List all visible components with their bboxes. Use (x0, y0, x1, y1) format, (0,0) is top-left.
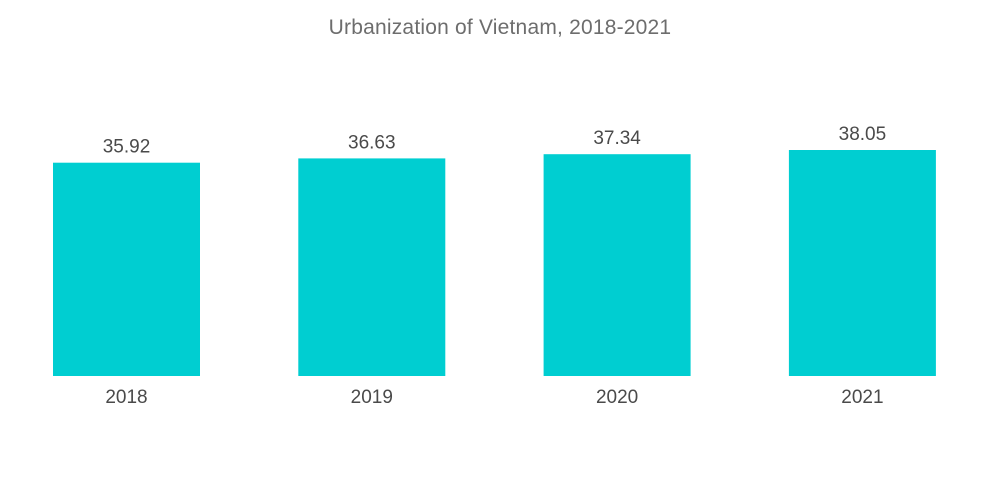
bar-2020 (543, 154, 691, 376)
x-tick-label-2019: 2019 (351, 387, 393, 408)
value-label-2021: 38.05 (839, 124, 887, 145)
bar-2021 (788, 150, 936, 376)
x-tick-label-2018: 2018 (105, 387, 147, 408)
bars-group (53, 150, 936, 376)
value-label-2018: 35.92 (103, 137, 151, 158)
x-tick-label-2021: 2021 (841, 387, 883, 408)
x-axis-tick-labels: 2018 2019 2020 2021 (105, 387, 883, 408)
value-labels-group: 35.92 36.63 37.34 38.05 (103, 124, 886, 158)
value-label-2020: 37.34 (593, 128, 641, 149)
x-tick-label-2020: 2020 (596, 387, 638, 408)
bar-2018 (53, 162, 200, 376)
value-label-2019: 36.63 (348, 132, 396, 153)
chart-title: Urbanization of Vietnam, 2018-2021 (328, 16, 672, 39)
bar-2019 (298, 158, 446, 376)
